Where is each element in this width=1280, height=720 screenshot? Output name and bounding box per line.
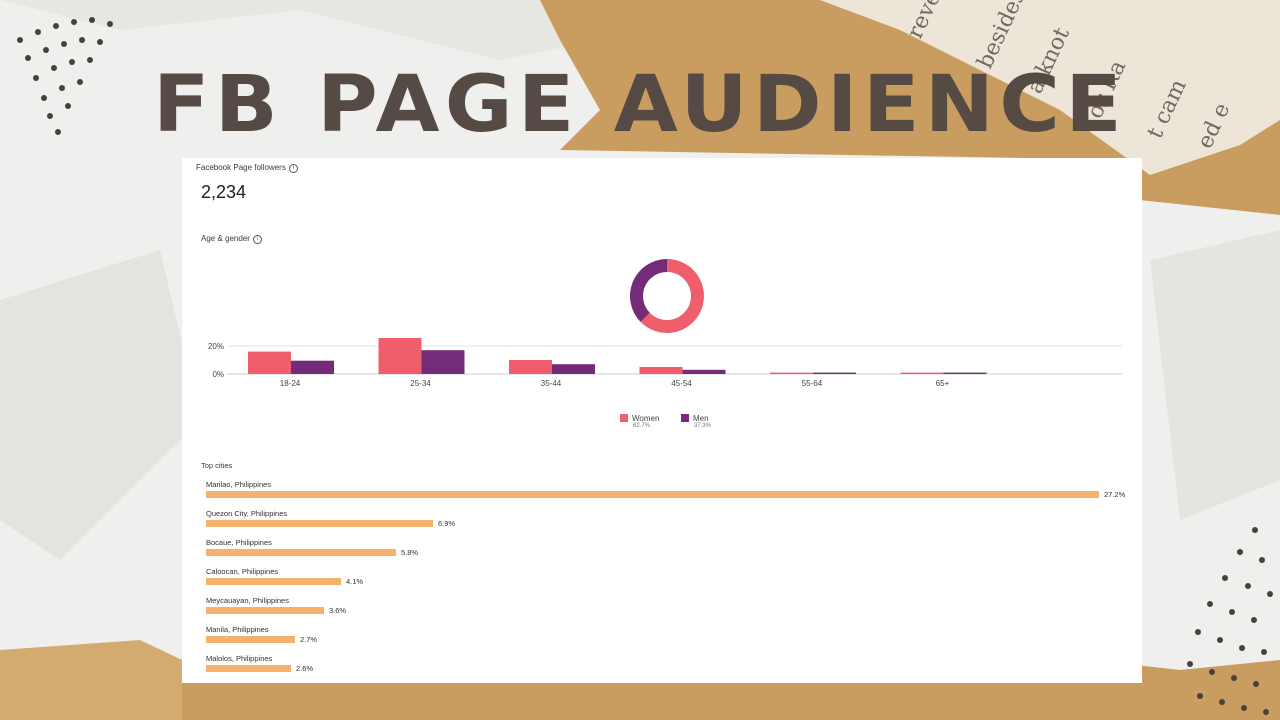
bar-men-25-34	[421, 350, 465, 374]
bar-women-55-64	[770, 372, 813, 374]
bar-men-18-24	[291, 360, 334, 374]
donut-slice-women	[640, 259, 704, 333]
city-name: Caloocan, Philippines	[206, 567, 279, 576]
city-item: Malolos, Philippines 2.6%	[206, 654, 313, 673]
legend-swatch-women	[620, 414, 628, 422]
city-value: 3.6%	[329, 606, 347, 615]
city-bar	[206, 665, 291, 672]
city-name: Malolos, Philippines	[206, 654, 273, 663]
donut-slice-men	[630, 259, 667, 322]
bar-men-65+	[943, 372, 987, 374]
bar-men-55-64	[813, 372, 856, 374]
followers-label: Facebook Page followers	[196, 163, 286, 172]
age-gender-bar-chart: 20% 0% 18-24 25-34 35-44 45-54 55-64 65+	[208, 338, 1122, 388]
city-item: Bocaue, Philippines 5.8%	[206, 538, 418, 557]
city-bar	[206, 578, 341, 585]
info-icon[interactable]: i	[252, 235, 262, 244]
city-value: 6.9%	[438, 519, 456, 528]
x-tick-label: 45-54	[671, 379, 692, 388]
city-name: Marilao, Philippines	[206, 480, 272, 489]
age-gender-label-row: Age & gender i	[201, 234, 262, 244]
audience-card: Facebook Page followers i 2,234 Age & gen…	[182, 158, 1142, 683]
city-bar	[206, 607, 324, 614]
city-value: 2.6%	[296, 664, 314, 673]
legend-pct-women: 62.7%	[633, 423, 651, 429]
bar-women-65+	[900, 372, 944, 374]
x-tick-label: 35-44	[541, 379, 562, 388]
bar-women-18-24	[248, 351, 291, 374]
city-bar	[206, 549, 396, 556]
city-name: Meycauayan, Philippines	[206, 596, 289, 605]
city-value: 2.7%	[300, 635, 318, 644]
followers-count: 2,234	[201, 182, 247, 202]
followers-label-row: Facebook Page followers i	[196, 163, 298, 173]
legend-men: Men 37.3%	[681, 414, 711, 429]
city-bar	[206, 636, 295, 643]
legend-swatch-men	[681, 414, 689, 422]
legend-women: Women 62.7%	[620, 414, 659, 429]
bar-men-35-44	[552, 364, 595, 374]
y-tick-label: 0%	[212, 370, 224, 379]
y-tick-label: 20%	[208, 342, 224, 351]
city-bar	[206, 491, 1099, 498]
city-item: Meycauayan, Philippines 3.6%	[206, 596, 346, 615]
city-value: 5.8%	[401, 548, 419, 557]
age-gender-label: Age & gender	[201, 234, 250, 243]
city-item: Quezon City, Philippines 6.9%	[206, 509, 455, 528]
x-tick-label: 25-34	[410, 379, 431, 388]
legend-label-men: Men	[693, 414, 709, 423]
bar-men-45-54	[682, 369, 726, 374]
top-cities-label: Top cities	[201, 461, 233, 470]
x-tick-label: 65+	[936, 379, 950, 388]
city-item: Manila, Philippines 2.7%	[206, 625, 317, 644]
x-tick-label: 55-64	[802, 379, 823, 388]
bar-women-25-34	[378, 338, 422, 374]
city-name: Quezon City, Philippines	[206, 509, 288, 518]
info-icon[interactable]: i	[288, 164, 298, 173]
city-bar	[206, 520, 433, 527]
bar-women-45-54	[639, 367, 683, 374]
city-value: 4.1%	[346, 577, 364, 586]
page-title: FB PAGE AUDIENCE	[152, 60, 1128, 150]
city-value: 27.2%	[1104, 490, 1126, 499]
x-tick-label: 18-24	[280, 379, 301, 388]
legend-label-women: Women	[632, 414, 660, 423]
city-item: Caloocan, Philippines 4.1%	[206, 567, 363, 586]
bar-women-35-44	[509, 360, 552, 374]
city-name: Bocaue, Philippines	[206, 538, 272, 547]
gender-donut-chart	[630, 259, 704, 333]
city-name: Manila, Philippines	[206, 625, 269, 634]
city-item: Marilao, Philippines 27.2%	[206, 480, 1125, 499]
legend-pct-men: 37.3%	[694, 423, 712, 429]
